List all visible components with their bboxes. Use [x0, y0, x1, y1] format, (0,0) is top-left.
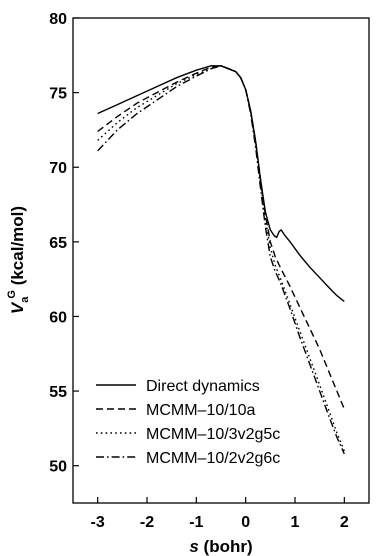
x-tick-label: -3 [91, 514, 105, 531]
series-line-1 [97, 65, 345, 303]
legend-label-3: MCMM–10/3v2g5c [146, 426, 280, 443]
y-tick-label: 50 [49, 459, 67, 476]
series-layer [97, 65, 345, 455]
y-axis-superscript: G [6, 290, 18, 299]
y-axis-unit: (kcal/mol) [8, 206, 27, 290]
y-tick-label: 70 [49, 160, 67, 177]
axis-ticks: -3 -2 -1 0 1 2 50 55 60 65 70 75 80 [49, 11, 349, 531]
series-line-3 [97, 65, 345, 452]
x-tick-label: 2 [340, 514, 349, 531]
x-tick-label: -2 [140, 514, 154, 531]
y-tick-label: 60 [49, 309, 67, 326]
legend-label-4: MCMM–10/2v2g6c [146, 450, 280, 467]
legend-label-2: MCMM–10/10a [146, 402, 255, 419]
legend: Direct dynamics MCMM–10/10a MCMM–10/3v2g5c… [96, 378, 280, 467]
y-tick-label: 65 [49, 235, 67, 252]
x-tick-label: -1 [189, 514, 203, 531]
x-axis-unit: (bohr) [199, 537, 253, 556]
series-line-4 [97, 65, 345, 455]
x-tick-label: 1 [291, 514, 300, 531]
x-axis-title: s (bohr) [189, 537, 252, 556]
plot-frame [72, 17, 370, 504]
x-tick-label: 0 [241, 514, 250, 531]
legend-label-1: Direct dynamics [146, 378, 260, 395]
x-axis-variable: s [189, 537, 198, 556]
y-tick-label: 55 [49, 384, 67, 401]
y-axis-title: VaG (kcal/mol) [6, 206, 31, 314]
y-tick-label: 80 [49, 11, 67, 28]
y-axis-variable: V [8, 301, 27, 314]
y-tick-label: 75 [49, 86, 67, 103]
y-axis-subscript: a [19, 296, 31, 303]
